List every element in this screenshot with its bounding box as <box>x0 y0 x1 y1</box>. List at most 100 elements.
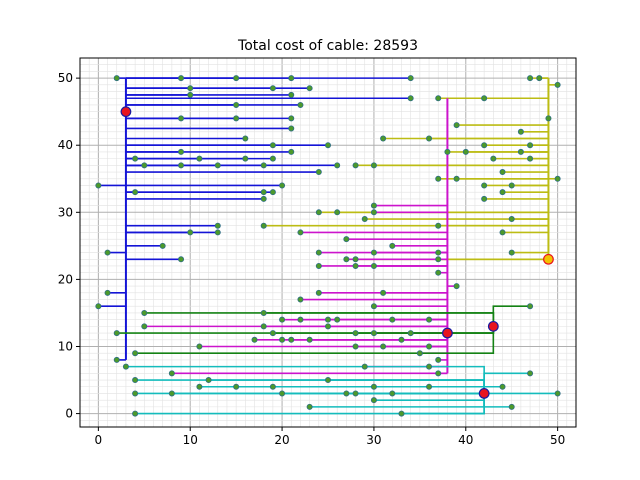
yellow-node <box>453 175 460 182</box>
plot-frame <box>79 57 577 428</box>
yellow-node <box>380 135 387 142</box>
blue-node <box>178 256 185 263</box>
cyan-node <box>499 383 506 390</box>
blue-node <box>269 189 276 196</box>
yellow-node <box>260 222 267 229</box>
cyan-node <box>389 390 396 397</box>
green-edge <box>116 326 495 334</box>
yellow-node <box>481 182 488 189</box>
cyan-node <box>352 390 359 397</box>
blue-node <box>279 182 286 189</box>
blue-node <box>260 195 267 202</box>
magenta-node <box>370 209 377 216</box>
blue-node <box>407 75 414 82</box>
blue-node <box>306 85 313 92</box>
magenta-node <box>343 256 350 263</box>
yellow-node <box>517 148 524 155</box>
blue-node <box>196 155 203 162</box>
blue-node <box>178 162 185 169</box>
blue-node <box>269 85 276 92</box>
magenta-node <box>279 316 286 323</box>
magenta-node <box>315 289 322 296</box>
y-tick-label: 0 <box>65 407 73 421</box>
yellow-node <box>444 148 451 155</box>
yellow-node <box>361 216 368 223</box>
blue-node <box>288 125 295 132</box>
magenta-node <box>435 269 442 276</box>
green-node <box>113 330 120 337</box>
cyan-edge <box>199 385 485 394</box>
cyan-edge <box>272 385 485 394</box>
cyan-node <box>554 390 561 397</box>
blue-node <box>288 148 295 155</box>
yellow-node <box>517 128 524 135</box>
yellow-node <box>527 75 534 82</box>
magenta-node <box>370 330 377 337</box>
magenta-node <box>380 289 387 296</box>
green-node <box>352 330 359 337</box>
blue-node <box>315 169 322 176</box>
cyan-node <box>132 377 139 384</box>
yellow-node <box>426 135 433 142</box>
chart-title: Total cost of cable: 28593 <box>237 38 418 54</box>
cyan-edge <box>483 372 531 394</box>
blue-node <box>260 189 267 196</box>
green-node <box>527 303 534 310</box>
magenta-node <box>297 296 304 303</box>
blue-node <box>233 75 240 82</box>
magenta-node <box>297 316 304 323</box>
magenta-node <box>426 316 433 323</box>
blue-node <box>95 303 102 310</box>
blue-node <box>187 229 194 236</box>
blue-node <box>269 142 276 149</box>
yellow-node <box>481 195 488 202</box>
blue-node <box>187 91 194 98</box>
green-node <box>260 309 267 316</box>
blue-node <box>288 91 295 98</box>
blue-node <box>187 85 194 92</box>
yellow-node <box>545 115 552 122</box>
yellow-node <box>435 256 442 263</box>
blue-node <box>113 75 120 82</box>
magenta-node <box>426 363 433 370</box>
blue-node <box>242 155 249 162</box>
magenta-node <box>279 336 286 343</box>
magenta-node <box>453 283 460 290</box>
yellow-node <box>499 229 506 236</box>
cyan-node <box>196 383 203 390</box>
blue-node <box>288 75 295 82</box>
cyan-node <box>205 377 212 384</box>
yellow-node <box>508 182 515 189</box>
x-tick-label: 0 <box>95 433 103 447</box>
hub-green <box>487 320 499 332</box>
magenta-node <box>324 316 331 323</box>
yellow-node <box>462 148 469 155</box>
magenta-node <box>306 336 313 343</box>
cyan-node <box>426 383 433 390</box>
magenta-node <box>370 202 377 209</box>
cyan-node <box>168 390 175 397</box>
magenta-node <box>334 316 341 323</box>
cyan-node <box>370 383 377 390</box>
magenta-node <box>288 336 295 343</box>
cyan-node <box>508 403 515 410</box>
magenta-node <box>370 262 377 269</box>
axis-ticks: 0 10 20 30 40 50 0 10 20 30 40 50 <box>58 71 566 447</box>
x-tick-label: 40 <box>458 433 473 447</box>
x-tick-label: 10 <box>183 433 198 447</box>
hub-yellow <box>543 253 554 265</box>
yellow-node <box>481 142 488 149</box>
blue-node <box>132 155 139 162</box>
cyan-node <box>306 403 313 410</box>
y-tick-label: 50 <box>58 71 73 85</box>
yellow-node <box>554 81 561 88</box>
blue-node <box>159 242 166 249</box>
y-tick-label: 40 <box>58 138 73 152</box>
cyan-node <box>343 390 350 397</box>
magenta-node <box>315 249 322 256</box>
magenta-node <box>352 343 359 350</box>
yellow-node <box>508 249 515 256</box>
blue-node <box>95 182 102 189</box>
